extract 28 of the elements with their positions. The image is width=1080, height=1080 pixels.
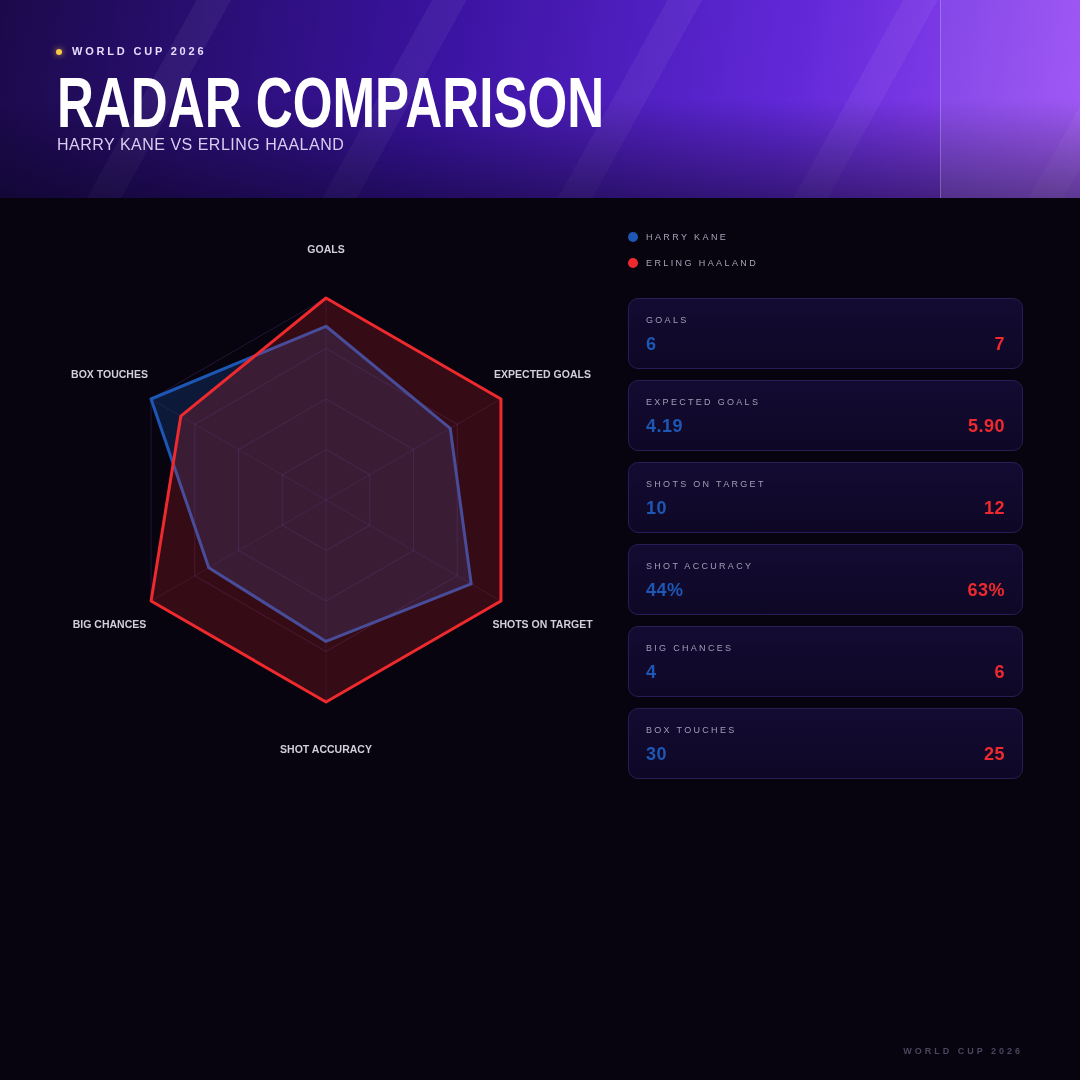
text: WORLD CUP 2026: [903, 1046, 1023, 1056]
spoke-label: SHOTS ON TARGET: [492, 617, 594, 630]
spoke-label: SHOT ACCURACY: [280, 742, 372, 755]
data-label: 4.19: [646, 416, 684, 436]
data-label: 10: [646, 498, 668, 518]
data-label: 5.90: [967, 416, 1005, 436]
category-label: BOX TOUCHES: [646, 725, 737, 735]
spoke-label: BIG CHANCES: [72, 617, 147, 630]
data-label: 4: [646, 662, 657, 682]
category-label: GOALS: [646, 315, 689, 325]
data-label: 25: [983, 744, 1005, 764]
data-label: 7: [994, 334, 1005, 354]
category-label: SHOT ACCURACY: [646, 561, 754, 571]
legend-label: ERLING HAALAND: [646, 258, 759, 268]
spoke-label: GOALS: [307, 242, 345, 255]
data-label: 63%: [967, 580, 1005, 600]
category-label: EXPECTED GOALS: [646, 397, 761, 407]
data-label: 6: [646, 334, 657, 354]
category-label: SHOTS ON TARGET: [646, 479, 766, 489]
spoke-label: EXPECTED GOALS: [494, 367, 591, 380]
text: WORLD CUP 2026: [72, 45, 207, 57]
spoke-label: BOX TOUCHES: [71, 367, 148, 380]
data-label: 44%: [646, 580, 684, 600]
data-label: 30: [646, 744, 668, 764]
category-label: BIG CHANCES: [646, 643, 734, 653]
data-label: 12: [983, 498, 1005, 518]
legend-label: HARRY KANE: [646, 232, 729, 242]
data-label: 6: [994, 662, 1005, 682]
